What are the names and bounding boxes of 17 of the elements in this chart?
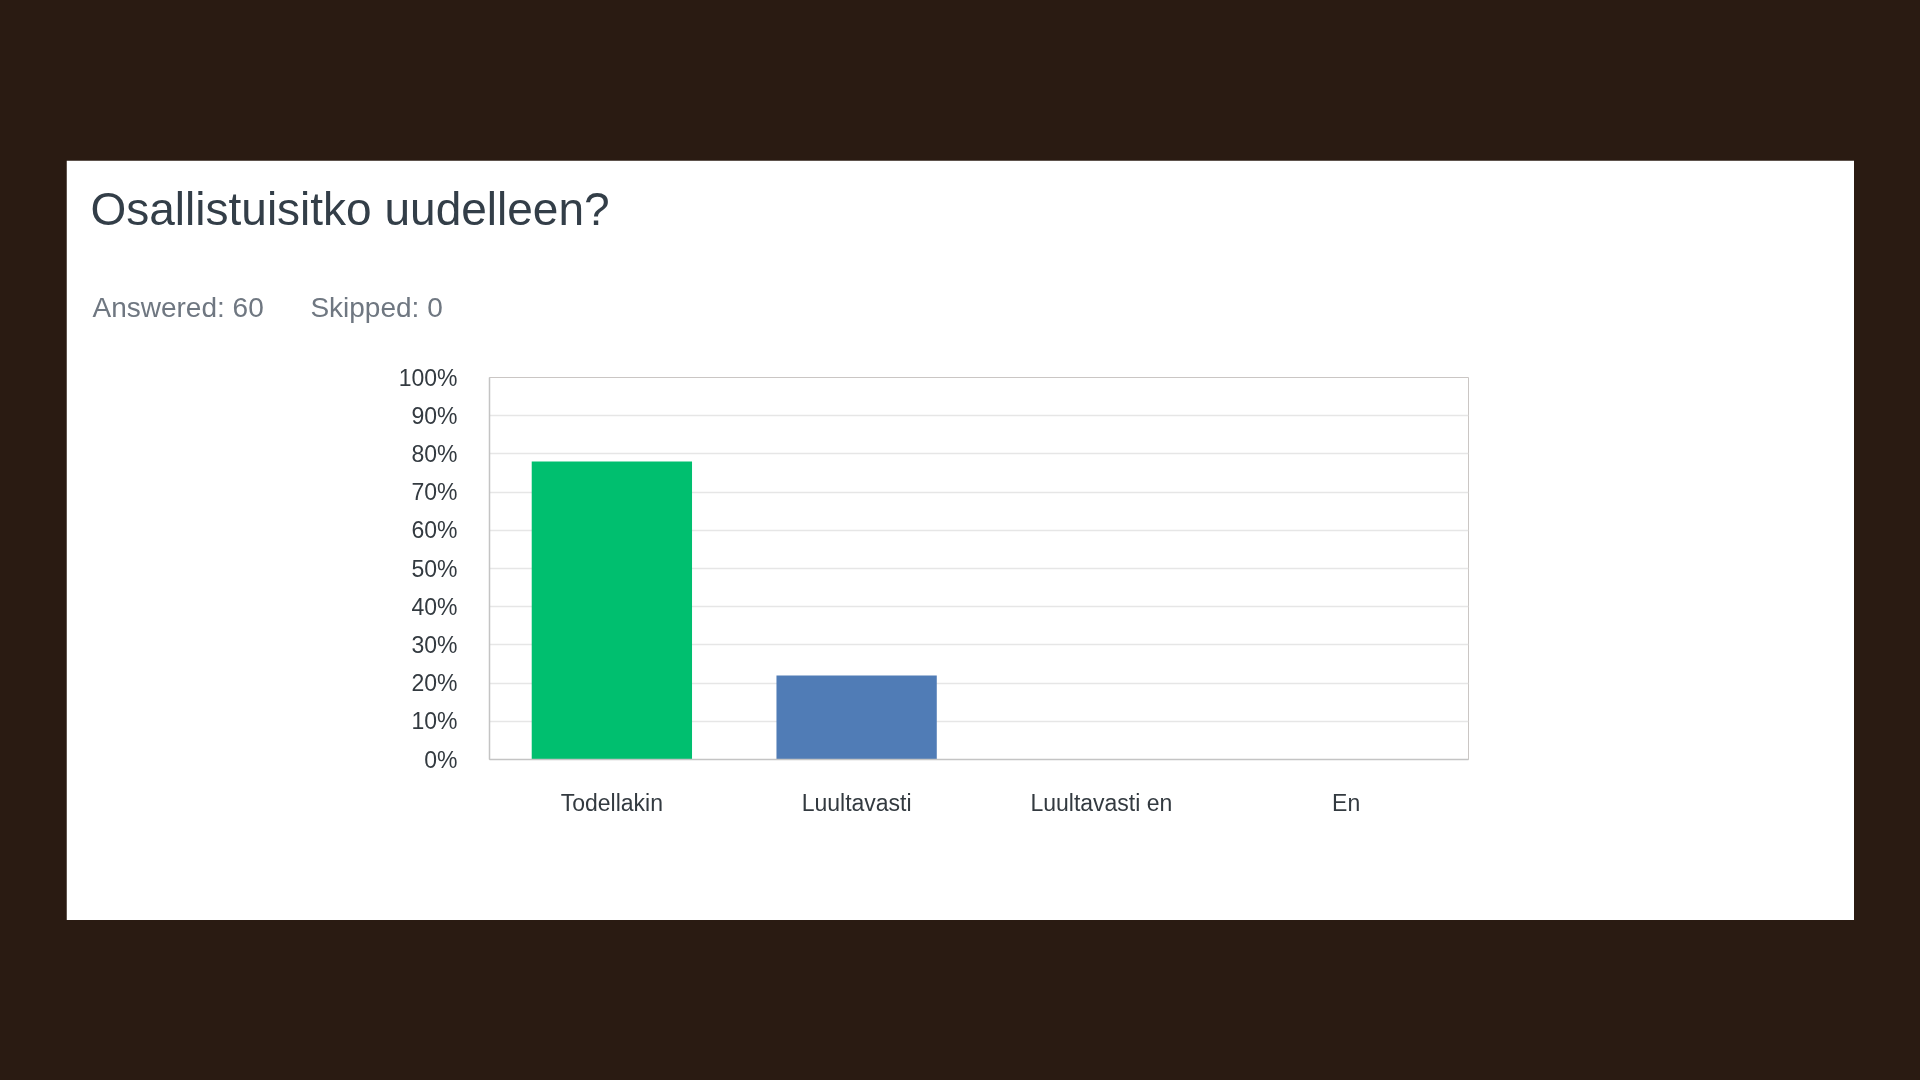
chart-subtitle: Answered: 60 Skipped: 0 xyxy=(92,291,443,323)
y-tick-label: 20% xyxy=(411,670,458,697)
y-tick-label: 70% xyxy=(411,479,458,506)
y-tick-label: 90% xyxy=(411,402,458,429)
y-tick-label: 30% xyxy=(411,631,458,658)
y-tick-label: 50% xyxy=(411,555,458,582)
y-tick-label: 0% xyxy=(424,746,458,773)
x-tick-label: Todellakin xyxy=(560,789,664,816)
x-tick-label: En xyxy=(1332,789,1361,816)
y-tick-label: 100% xyxy=(398,364,458,391)
y-tick-label: 10% xyxy=(411,708,458,735)
x-tick-label: Luultavasti en xyxy=(1030,789,1173,816)
x-tick-label: Luultavasti xyxy=(801,789,912,816)
y-tick-label: 60% xyxy=(411,517,458,544)
chart-title: Osallistuisitko uudelleen? xyxy=(90,182,610,235)
y-tick-label: 40% xyxy=(411,593,458,620)
y-tick-label: 80% xyxy=(411,440,458,467)
